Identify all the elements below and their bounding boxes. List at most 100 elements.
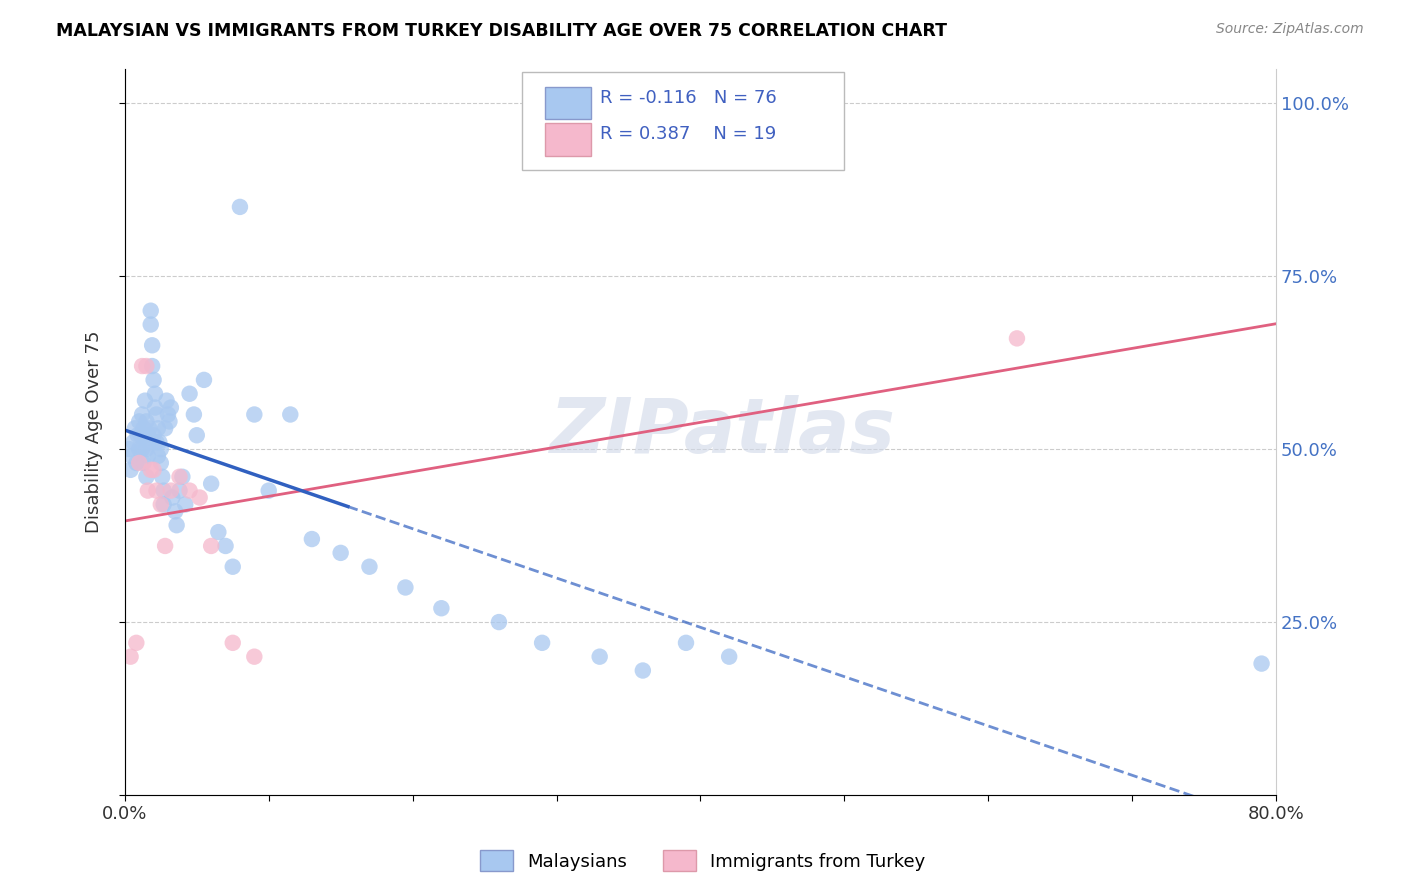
Point — [135, 414, 157, 428]
Point — [718, 649, 741, 664]
Point — [193, 373, 215, 387]
Point — [132, 456, 155, 470]
Point — [172, 469, 194, 483]
Point — [488, 615, 510, 629]
Text: MALAYSIAN VS IMMIGRANTS FROM TURKEY DISABILITY AGE OVER 75 CORRELATION CHART: MALAYSIAN VS IMMIGRANTS FROM TURKEY DISA… — [56, 22, 948, 40]
Point — [188, 491, 211, 505]
Point — [186, 428, 208, 442]
Point — [222, 636, 245, 650]
Point — [153, 421, 176, 435]
Point — [166, 518, 188, 533]
Point — [160, 401, 183, 415]
Point — [145, 483, 167, 498]
Point — [146, 421, 169, 435]
Point — [131, 359, 153, 373]
Point — [149, 498, 172, 512]
Legend: Malaysians, Immigrants from Turkey: Malaysians, Immigrants from Turkey — [474, 843, 932, 879]
Point — [222, 559, 245, 574]
FancyBboxPatch shape — [546, 87, 591, 120]
Point — [179, 386, 201, 401]
Point — [145, 408, 167, 422]
Point — [278, 408, 301, 422]
Point — [229, 200, 252, 214]
Point — [134, 428, 156, 442]
Point — [128, 442, 150, 456]
Point — [214, 539, 236, 553]
Point — [139, 303, 162, 318]
Point — [128, 456, 150, 470]
Y-axis label: Disability Age Over 75: Disability Age Over 75 — [86, 331, 103, 533]
Point — [174, 498, 197, 512]
Point — [138, 435, 160, 450]
Point — [138, 421, 160, 435]
Point — [183, 408, 205, 422]
Point — [257, 483, 280, 498]
Point — [155, 393, 177, 408]
Point — [142, 373, 165, 387]
Point — [122, 435, 145, 450]
Point — [134, 393, 156, 408]
Text: R = -0.116   N = 76: R = -0.116 N = 76 — [600, 88, 778, 106]
Text: R = 0.387    N = 19: R = 0.387 N = 19 — [600, 125, 776, 143]
Point — [127, 428, 149, 442]
Point — [136, 449, 159, 463]
Text: ZIPatlas: ZIPatlas — [550, 395, 897, 469]
Point — [1005, 331, 1028, 345]
Point — [136, 483, 159, 498]
Point — [301, 532, 323, 546]
Point — [531, 636, 554, 650]
Point — [135, 442, 157, 456]
Point — [139, 318, 162, 332]
Text: Source: ZipAtlas.com: Source: ZipAtlas.com — [1216, 22, 1364, 37]
Point — [169, 483, 191, 498]
Point — [200, 476, 222, 491]
Point — [243, 649, 266, 664]
Point — [135, 469, 157, 483]
Point — [152, 483, 174, 498]
Point — [149, 442, 172, 456]
Point — [142, 463, 165, 477]
Point — [156, 408, 179, 422]
Point — [148, 435, 170, 450]
Point — [430, 601, 453, 615]
Point — [152, 498, 174, 512]
Point — [132, 421, 155, 435]
Point — [120, 649, 142, 664]
Point — [121, 449, 143, 463]
Point — [125, 456, 148, 470]
Point — [394, 581, 416, 595]
Point — [146, 449, 169, 463]
Point — [243, 408, 266, 422]
Point — [124, 421, 146, 435]
Point — [160, 483, 183, 498]
Point — [153, 539, 176, 553]
Point — [165, 504, 187, 518]
Point — [142, 428, 165, 442]
Point — [139, 463, 162, 477]
Point — [125, 636, 148, 650]
Point — [589, 649, 612, 664]
Point — [169, 469, 191, 483]
Point — [131, 442, 153, 456]
Point — [128, 414, 150, 428]
Point — [329, 546, 352, 560]
Point — [143, 401, 166, 415]
Point — [150, 469, 173, 483]
Point — [118, 442, 141, 456]
Point — [135, 359, 157, 373]
Point — [131, 408, 153, 422]
Point — [179, 483, 201, 498]
Point — [207, 525, 229, 540]
Point — [675, 636, 697, 650]
Point — [149, 456, 172, 470]
FancyBboxPatch shape — [522, 72, 844, 170]
Point — [631, 664, 654, 678]
Point — [129, 428, 152, 442]
Point — [359, 559, 381, 574]
Point — [1250, 657, 1272, 671]
Point — [120, 463, 142, 477]
Point — [143, 386, 166, 401]
Point — [200, 539, 222, 553]
Point — [159, 414, 181, 428]
Point — [145, 435, 167, 450]
